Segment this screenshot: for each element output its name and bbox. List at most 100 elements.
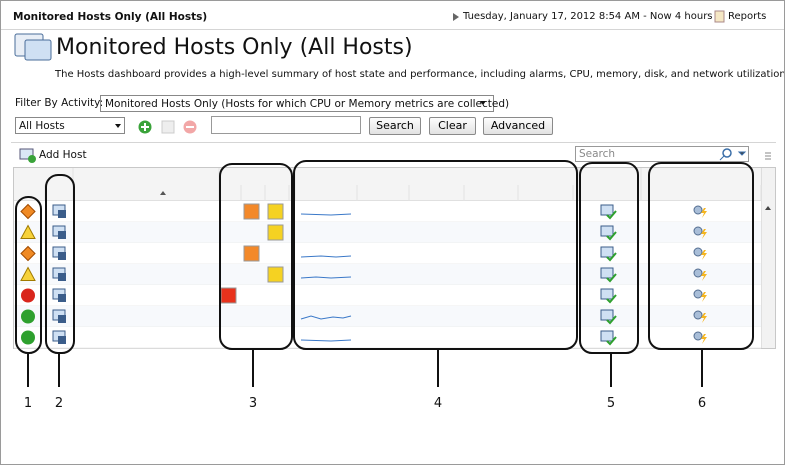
time-range[interactable]: Tuesday, January 17, 2012 8:54 AM - Now … bbox=[463, 11, 713, 22]
monitored-icon bbox=[606, 252, 617, 262]
sparkline bbox=[300, 276, 352, 279]
status-icon bbox=[20, 224, 36, 239]
search-input[interactable] bbox=[211, 116, 361, 134]
row bbox=[14, 264, 761, 285]
sparkline bbox=[300, 339, 352, 342]
alarm-cell bbox=[267, 266, 284, 283]
sparkline bbox=[300, 213, 352, 216]
impacted-icon bbox=[693, 226, 703, 236]
alarm-cell bbox=[220, 287, 237, 304]
separator bbox=[1, 29, 784, 30]
monitored-icon bbox=[606, 336, 617, 346]
callout-frame bbox=[219, 163, 293, 350]
filter-label: Filter By Activity: bbox=[15, 97, 104, 109]
type-icon bbox=[58, 294, 66, 302]
impacted-icon bbox=[701, 292, 707, 302]
filter-value: Monitored Hosts Only (Hosts for which CP… bbox=[105, 98, 510, 110]
monitored-icon bbox=[606, 294, 617, 304]
callout-frame bbox=[293, 160, 578, 350]
impacted-icon bbox=[693, 205, 703, 215]
type-icon bbox=[58, 252, 66, 260]
monitored-icon bbox=[600, 330, 614, 342]
monitored-icon bbox=[606, 210, 617, 220]
add-host-icon[interactable] bbox=[19, 148, 34, 160]
page-icon bbox=[24, 39, 52, 61]
sparkline bbox=[300, 255, 352, 258]
impacted-icon bbox=[693, 289, 703, 299]
reports-menu[interactable]: Reports bbox=[728, 11, 767, 22]
description: The Hosts dashboard provides a high-leve… bbox=[55, 69, 785, 80]
type-icon bbox=[58, 210, 66, 218]
callout-number: 3 bbox=[248, 396, 258, 411]
alarm-cell bbox=[243, 203, 260, 220]
callout-number: 2 bbox=[54, 396, 64, 411]
impacted-icon bbox=[701, 208, 707, 218]
row bbox=[14, 285, 761, 306]
callout-number: 4 bbox=[433, 396, 443, 411]
type-icon bbox=[58, 336, 66, 344]
header-bg bbox=[14, 168, 761, 201]
table-search[interactable]: Search bbox=[575, 146, 749, 162]
sort-arrow bbox=[160, 191, 166, 195]
host-select-value: All Hosts bbox=[19, 120, 65, 132]
impacted-icon bbox=[693, 268, 703, 278]
callout-number: 1 bbox=[23, 396, 33, 411]
search-icon[interactable] bbox=[722, 148, 732, 158]
callout-number: 6 bbox=[697, 396, 707, 411]
impacted-icon bbox=[693, 247, 703, 257]
impacted-icon bbox=[701, 250, 707, 260]
alarm-cell bbox=[267, 224, 284, 241]
status-icon bbox=[20, 266, 36, 281]
edit-icon[interactable] bbox=[161, 120, 175, 134]
monitored-icon bbox=[600, 288, 614, 300]
monitored-icon bbox=[600, 246, 614, 258]
search-button[interactable]: Search bbox=[369, 117, 421, 135]
row bbox=[14, 201, 761, 222]
impacted-icon bbox=[701, 229, 707, 239]
status-icon bbox=[21, 330, 35, 345]
alarm-cell bbox=[267, 203, 284, 220]
row bbox=[14, 327, 761, 348]
monitored-icon bbox=[606, 315, 617, 325]
time-icon bbox=[453, 13, 459, 21]
status-icon bbox=[21, 309, 35, 324]
impacted-icon bbox=[701, 334, 707, 344]
reports-icon bbox=[714, 10, 725, 23]
options-icon[interactable] bbox=[765, 152, 771, 160]
page-title: Monitored Hosts Only (All Hosts) bbox=[56, 35, 413, 60]
type-icon bbox=[58, 273, 66, 281]
impacted-icon bbox=[701, 271, 707, 281]
host-select[interactable]: All Hosts bbox=[15, 117, 125, 134]
scroll-up[interactable] bbox=[765, 206, 771, 210]
monitored-icon bbox=[606, 231, 617, 241]
monitored-icon bbox=[600, 204, 614, 216]
row bbox=[14, 243, 761, 264]
advanced-button[interactable]: Advanced bbox=[483, 117, 553, 135]
row bbox=[14, 306, 761, 327]
impacted-icon bbox=[701, 313, 707, 323]
monitored-icon bbox=[600, 225, 614, 237]
callout-frame bbox=[579, 162, 639, 354]
impacted-icon bbox=[693, 331, 703, 341]
clear-button[interactable]: Clear bbox=[429, 117, 476, 135]
type-icon bbox=[58, 315, 66, 323]
monitored-icon bbox=[600, 309, 614, 321]
alarm-cell bbox=[243, 245, 260, 262]
callout-number: 5 bbox=[606, 396, 616, 411]
separator bbox=[11, 142, 776, 143]
add-host[interactable]: Add Host bbox=[39, 149, 87, 161]
status-icon bbox=[21, 288, 35, 303]
type-icon bbox=[58, 231, 66, 239]
search-placeholder: Search bbox=[579, 148, 616, 160]
monitored-icon bbox=[606, 273, 617, 283]
filter-select[interactable]: Monitored Hosts Only (Hosts for which CP… bbox=[100, 95, 509, 112]
status-icon bbox=[20, 245, 36, 262]
sparkline bbox=[300, 315, 352, 320]
impacted-icon bbox=[693, 310, 703, 320]
header-title: Monitored Hosts Only (All Hosts) bbox=[13, 11, 208, 23]
status-icon bbox=[20, 203, 36, 220]
monitored-icon bbox=[600, 267, 614, 279]
row bbox=[14, 222, 761, 243]
